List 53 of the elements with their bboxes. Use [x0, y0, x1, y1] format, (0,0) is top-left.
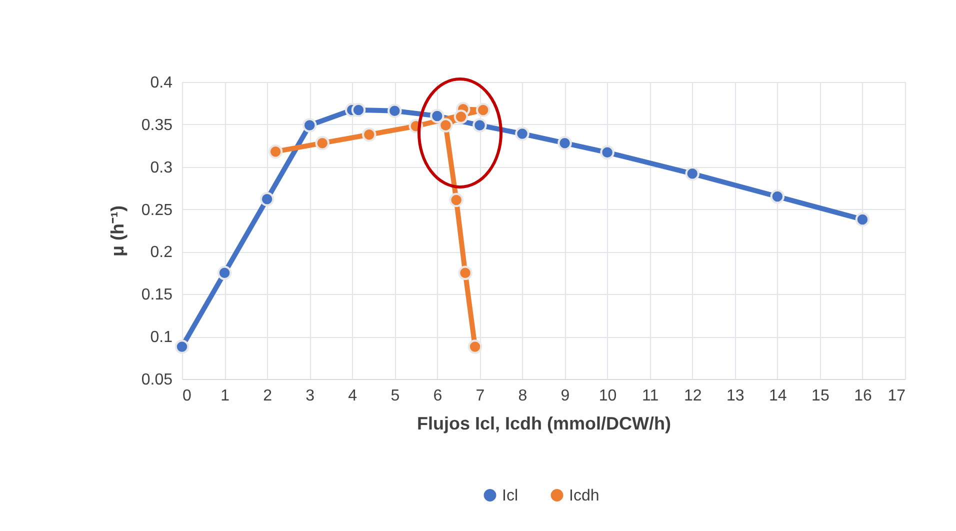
- y-tick-label: 0.3: [150, 159, 173, 176]
- point: [558, 136, 572, 150]
- x-tick-label: 12: [684, 388, 702, 404]
- x-tick-label: 14: [769, 388, 787, 404]
- x-tick-label: 17: [888, 388, 906, 404]
- x-tick-label: 1: [220, 388, 230, 404]
- y-tick-label: 0.15: [141, 286, 173, 304]
- point: [472, 118, 487, 132]
- x-tick-label: 10: [598, 388, 617, 404]
- point: [362, 128, 376, 142]
- legend-label: Icdh: [569, 487, 600, 504]
- point: [468, 340, 482, 354]
- x-tick-label: 11: [642, 388, 659, 404]
- x-tick-label: 2: [263, 388, 272, 404]
- point: [515, 126, 530, 141]
- point: [315, 136, 330, 150]
- x-tick-label: 9: [560, 388, 570, 404]
- y-tick-label: 0.2: [150, 244, 173, 262]
- x-tick-label: 0: [182, 388, 192, 404]
- point: [770, 189, 785, 204]
- point: [388, 104, 402, 118]
- point: [430, 108, 444, 124]
- point: [476, 102, 490, 118]
- point: [855, 212, 870, 227]
- point: [268, 144, 283, 159]
- point: [260, 192, 274, 206]
- point: [174, 340, 190, 354]
- y-tick-label: 0.25: [141, 202, 173, 219]
- x-tick-label: 15: [812, 388, 830, 404]
- point: [685, 166, 700, 181]
- x-tick-label: 4: [348, 388, 358, 404]
- y-tick-label: 0.35: [141, 116, 173, 134]
- point: [454, 110, 468, 124]
- y-tick-label: 0.4: [150, 74, 173, 92]
- y-axis-title: μ (h⁻¹): [107, 206, 128, 256]
- point: [351, 102, 366, 118]
- point: [302, 118, 317, 132]
- x-tick-label: 6: [433, 388, 442, 404]
- y-tick-label: 0.05: [141, 372, 173, 388]
- x-tick-label: 5: [390, 388, 400, 404]
- point: [458, 266, 472, 280]
- x-tick-label: 3: [306, 388, 315, 404]
- x-tick-label: 8: [518, 388, 528, 404]
- point: [217, 266, 232, 280]
- legend-label: Icl: [502, 487, 518, 504]
- x-tick-label: 16: [854, 388, 872, 404]
- y-tick-label: 0.1: [150, 329, 173, 346]
- x-tick-label: 13: [726, 388, 744, 404]
- point: [449, 192, 464, 208]
- x-tick-label: 7: [476, 388, 485, 404]
- x-axis-title: Flujos Icl, Icdh (mmol/DCW/h): [417, 414, 671, 434]
- point: [600, 145, 614, 160]
- point: [438, 118, 453, 132]
